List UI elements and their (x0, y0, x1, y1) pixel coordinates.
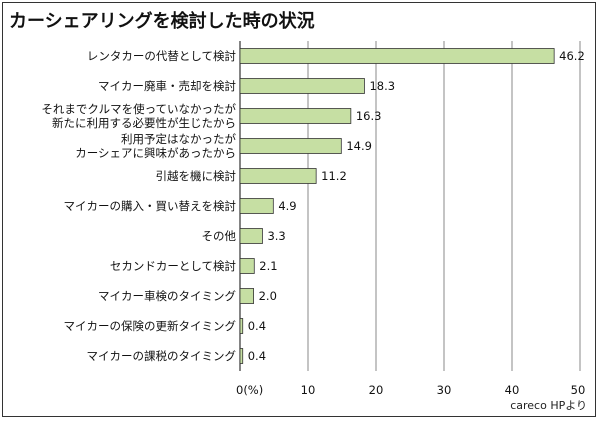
chart-frame: カーシェアリングを検討した時の状況 46.2 レンタカーの代替として検討 18.3 マ… (2, 2, 596, 417)
value-label-3: 14.9 (346, 139, 372, 153)
value-label-1: 18.3 (369, 79, 395, 93)
category-label-6: その他 (202, 229, 237, 243)
bar-4 (239, 168, 317, 184)
category-label-4: 引越を機に検討 (156, 169, 237, 183)
value-label-0: 46.2 (559, 49, 585, 63)
bar-chart: 46.2 レンタカーの代替として検討 18.3 マイカー廃車・売却を検討 16.3 それま… (41, 41, 586, 397)
category-label-2-line-0: それまでクルマを使っていなかったが (41, 102, 236, 116)
bar-9 (239, 318, 244, 334)
bar-7 (239, 258, 255, 274)
category-label-9: マイカーの保険の更新タイミング (64, 319, 237, 333)
value-label-2: 16.3 (356, 109, 382, 123)
bar-6 (239, 228, 263, 244)
x-tick-label-40: 40 (505, 383, 520, 397)
x-tick-label-10: 10 (301, 383, 316, 397)
value-label-6: 3.3 (267, 229, 285, 243)
bar-8 (239, 288, 254, 304)
bar-10 (239, 348, 244, 364)
chart-title: カーシェアリングを検討した時の状況 (9, 11, 315, 32)
category-label-5: マイカーの購入・買い替えを検討 (64, 199, 237, 213)
bar-2 (239, 108, 352, 124)
bar-0 (239, 48, 555, 64)
category-label-8: マイカー車検のタイミング (98, 289, 236, 303)
category-label-10: マイカーの課税のタイミング (87, 349, 237, 363)
value-label-8: 2.0 (259, 289, 277, 303)
category-label-3-line-0: 利用予定はなかったが (121, 132, 236, 146)
x-tick-label-30: 30 (437, 383, 452, 397)
value-label-4: 11.2 (321, 169, 347, 183)
category-label-3-line-1: カーシェアに興味があったから (75, 146, 236, 160)
value-label-5: 4.9 (278, 199, 296, 213)
value-label-7: 2.1 (259, 259, 277, 273)
bar-5 (239, 198, 274, 214)
bar-1 (239, 78, 365, 94)
x-tick-label-0: 0(%) (236, 383, 263, 397)
category-label-7: セカンドカーとして検討 (110, 259, 236, 273)
bar-3 (239, 138, 342, 154)
value-label-9: 0.4 (248, 319, 266, 333)
x-tick-label-20: 20 (369, 383, 384, 397)
category-label-1: マイカー廃車・売却を検討 (98, 79, 236, 93)
value-label-10: 0.4 (248, 349, 266, 363)
x-tick-label-50: 50 (571, 383, 586, 397)
category-label-0: レンタカーの代替として検討 (87, 49, 236, 63)
source-note: careco HPより (510, 399, 587, 412)
category-label-2-line-1: 新たに利用する必要性が生じたから (52, 116, 236, 130)
